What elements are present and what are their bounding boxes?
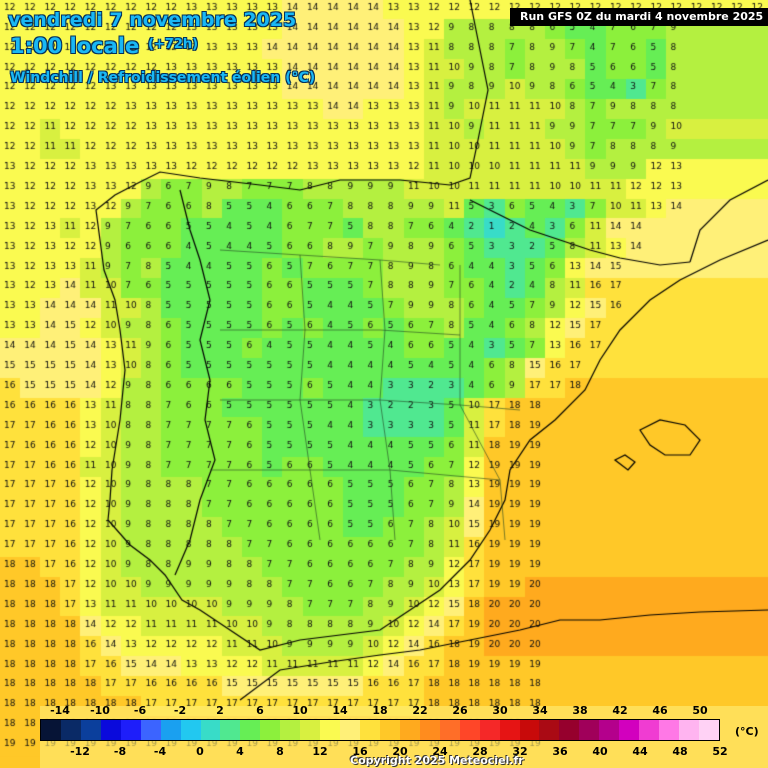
legend-swatch [41,720,61,740]
legend-tick-label: 6 [256,704,264,717]
legend-tick-label: -4 [153,745,167,758]
model-run-label: Run GFS 0Z du mardi 4 novembre 2025 [510,8,768,26]
legend-swatch [519,720,540,740]
legend-tick-label: 26 [452,704,468,717]
forecast-local-time: 1:00 locale [10,34,140,58]
legend-swatch [120,720,141,740]
legend-tick-label: 12 [312,745,328,758]
legend-tick-label: 2 [216,704,224,717]
forecast-date: vendredi 7 novembre 2025 [8,9,297,31]
legend-swatch [619,720,640,740]
legend-swatch [499,720,520,740]
legend-swatch [80,720,101,740]
legend-swatch [60,720,81,740]
legend-swatch [559,720,580,740]
legend-tick-label: 42 [612,704,628,717]
legend-tick-label: 22 [412,704,428,717]
legend-tick-label: 48 [672,745,688,758]
legend-tick-label: 18 [372,704,388,717]
legend-swatch [280,720,301,740]
legend-swatch [200,720,221,740]
legend-tick-label: -14 [50,704,70,717]
legend-tick-label: 0 [196,745,204,758]
legend-tick-label: 44 [632,745,648,758]
legend-swatch [360,720,380,740]
legend-tick-label: 24 [432,745,448,758]
legend-tick-label: 4 [236,745,244,758]
legend-tick-label: 28 [472,745,488,758]
legend-tick-label: -6 [133,704,147,717]
legend-tick-label: -2 [173,704,187,717]
legend-tick-label: 16 [352,745,368,758]
legend-unit: (°C) [735,725,759,738]
legend-swatch [399,720,420,740]
legend-swatch [459,720,480,740]
legend-tick-label: 40 [592,745,608,758]
legend-swatch [599,720,620,740]
legend-swatch [100,720,121,740]
legend-swatch [300,720,321,740]
legend-tick-label: -10 [90,704,110,717]
legend-tick-label: -8 [113,745,127,758]
legend-swatch [659,720,679,740]
legend-tick-label: 8 [276,745,284,758]
legend-swatch [419,720,440,740]
legend-swatch [140,720,161,740]
legend-swatch [479,720,500,740]
legend-swatch [240,720,261,740]
legend-tick-label: 46 [652,704,668,717]
legend-tick-label: 10 [292,704,308,717]
legend-swatch [220,720,241,740]
legend-tick-label: 20 [392,745,408,758]
legend-swatch [639,720,660,740]
legend-swatch [160,720,181,740]
legend-tick-label: -12 [70,745,90,758]
legend-tick-label: 36 [552,745,568,758]
forecast-offset: (+72h) [148,37,199,52]
legend-tick-label: 32 [512,745,528,758]
color-scale-legend [40,719,720,741]
legend-swatch [320,720,341,740]
legend-swatch [260,720,281,740]
legend-swatch [539,720,560,740]
legend-tick-label: 50 [692,704,708,717]
legend-swatch [340,720,360,740]
legend-swatch [679,720,699,740]
legend-swatch [698,720,719,740]
legend-swatch [579,720,600,740]
legend-swatch [439,720,460,740]
legend-swatch [379,720,400,740]
legend-tick-label: 34 [532,704,548,717]
legend-swatch [180,720,201,740]
legend-tick-label: 38 [572,704,588,717]
legend-tick-label: 14 [332,704,348,717]
legend-tick-label: 52 [712,745,728,758]
parameter-title: Windchill / Refroidissement éolien (°C) [10,70,316,86]
copyright-notice: Copyright 2025 Meteociel.fr [350,754,524,767]
legend-tick-label: 30 [492,704,508,717]
